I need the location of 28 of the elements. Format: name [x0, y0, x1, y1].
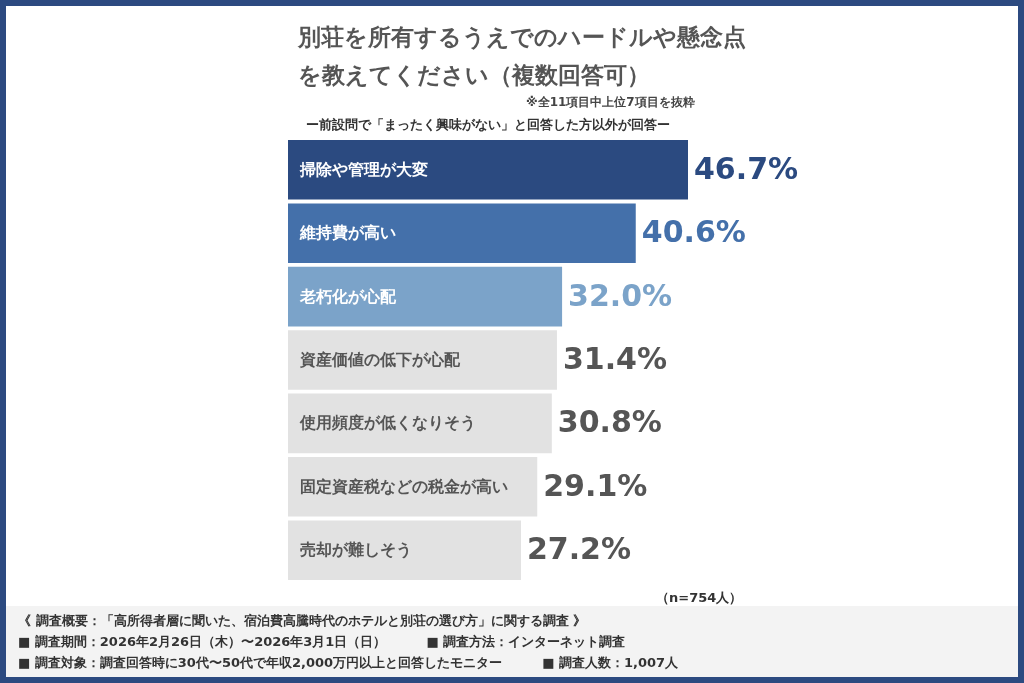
y-tick-label: 使用頻度が低くなりそう [299, 413, 476, 433]
y-tick-label: 売却が難しそう [300, 540, 412, 560]
bar [288, 520, 521, 580]
text: ■ 調査方法：インターネット調査 [426, 634, 626, 649]
bar [288, 266, 563, 327]
y-tick-label: 固定資産税などの税金が高い [300, 476, 508, 496]
bar [288, 140, 688, 200]
text: 《 調査概要：「高所得者層に聞いた、宿泊費高騰時代のホテルと別荘の選び方」に関する調査 》 [18, 612, 588, 630]
data-label: 32.0% [568, 277, 673, 313]
data-label: 40.6% [641, 214, 746, 250]
text: ■ 調査人数：1,007人 [542, 655, 679, 670]
text: （n=754人） [656, 589, 743, 607]
y-tick-label: 維持費が高い [299, 223, 396, 243]
data-label: 29.1% [543, 467, 648, 503]
bar [288, 203, 636, 263]
data-label: 27.2% [526, 531, 632, 567]
chart-title: 別荘を所有するうえでのハードルや懸念点を教えてください（複数回答可） [298, 23, 747, 90]
text: ー前設問で「まったく興味がない」と回答した方以外が回答ー [306, 116, 670, 134]
y-tick-label: 掃除や管理が大変 [299, 159, 428, 179]
data-label: 31.4% [562, 341, 668, 376]
bar [288, 330, 557, 390]
text: ■ 調査対象：調査回答時に30代〜50代で年収2,000万円以上と回答したモニター [18, 655, 503, 670]
chart-subtitle: ※全11項目中上位7項目を抜粋 [526, 94, 695, 111]
y-tick-label: 資産価値の低下が心配 [299, 350, 461, 369]
data-label: 46.7% [694, 150, 799, 186]
data-label: 30.8% [557, 404, 662, 440]
y-tick-label: 老朽化が心配 [299, 286, 397, 306]
text: ■ 調査期間：2026年2月26日（木）〜2026年3月1日（日） [18, 634, 387, 649]
